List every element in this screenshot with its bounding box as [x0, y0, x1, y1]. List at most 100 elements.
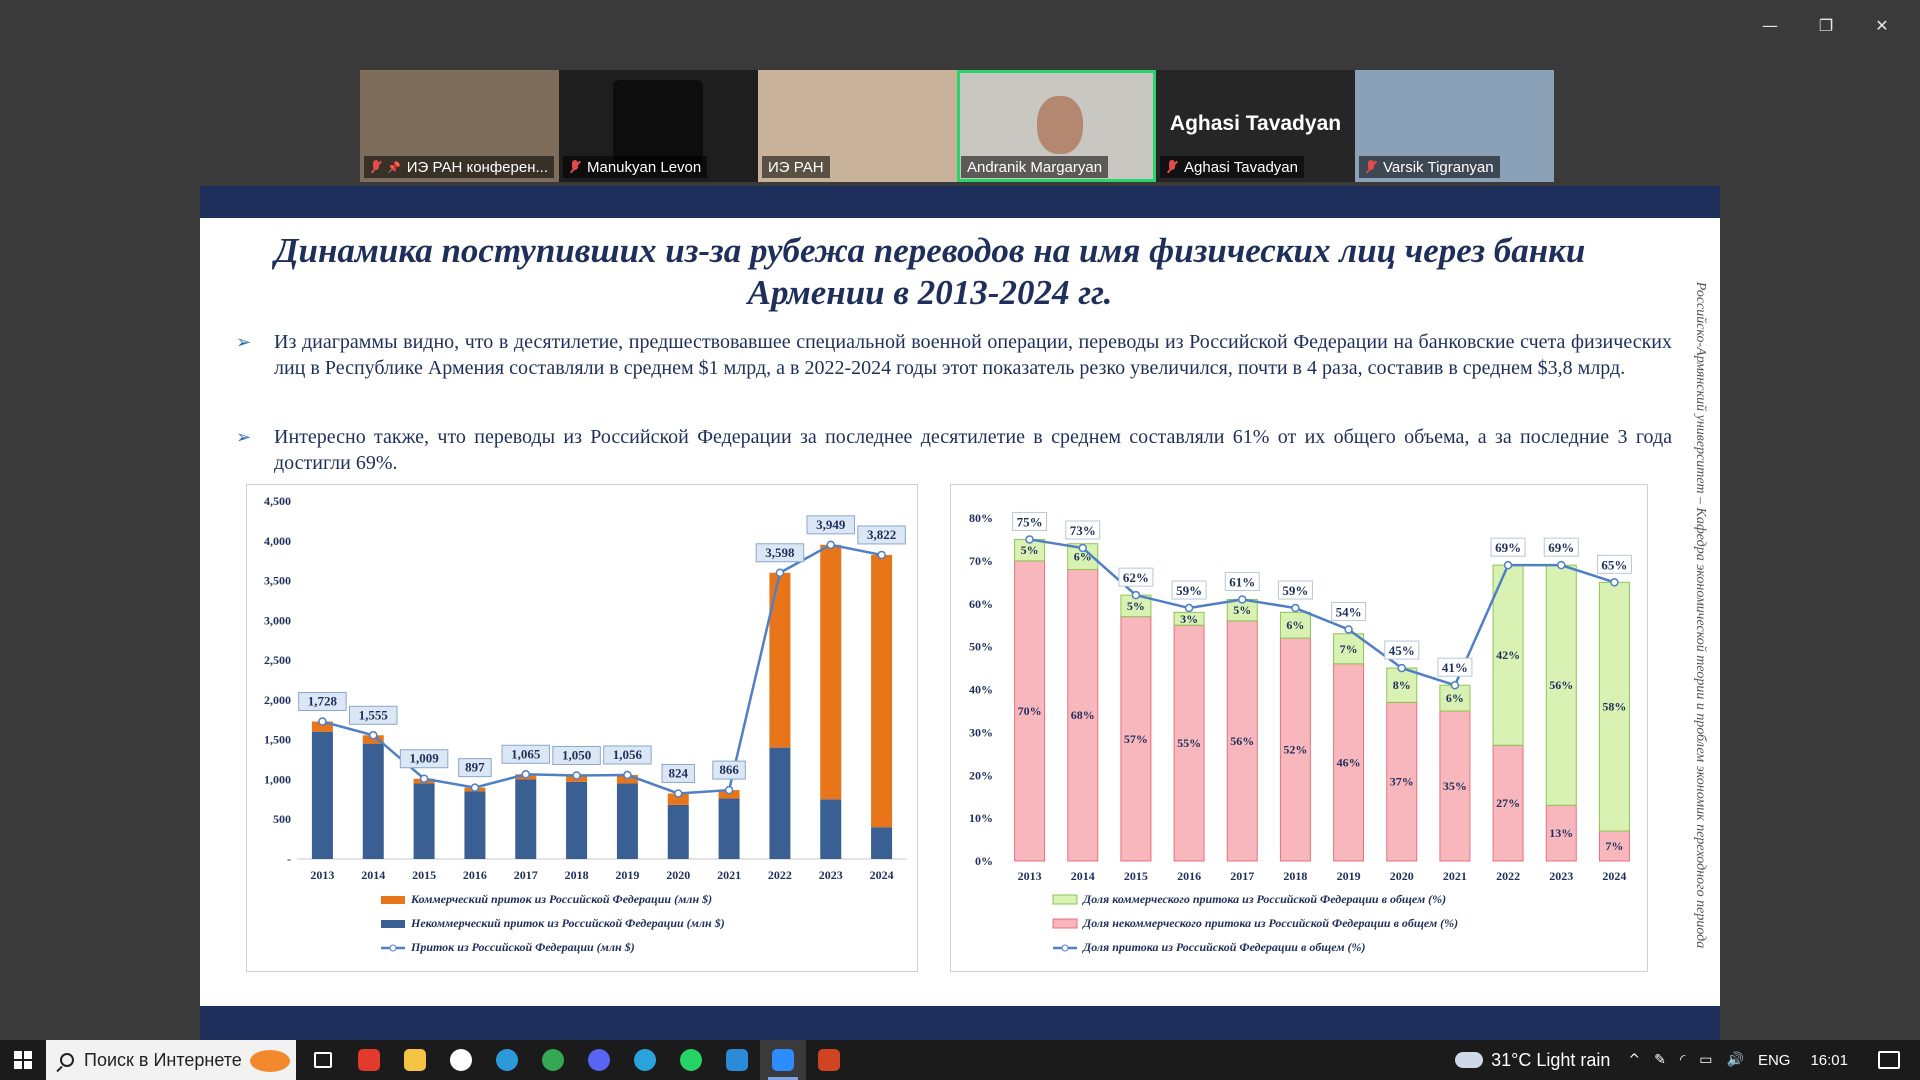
line-point	[1397, 663, 1406, 673]
line-point	[521, 770, 530, 779]
whatsapp-icon[interactable]	[668, 1040, 714, 1080]
data-label-box	[661, 763, 695, 783]
search-highlight-icon	[250, 1050, 290, 1072]
bar-commercial	[820, 544, 842, 800]
y-tick-label: 1,500	[264, 733, 291, 747]
participant-tile[interactable]: Varsik Tigranyan	[1355, 70, 1554, 182]
chrome-icon-glyph	[542, 1049, 564, 1071]
weather-widget[interactable]: 31°C Light rain	[1451, 1046, 1610, 1071]
bar-commercial-share	[1439, 684, 1471, 712]
edge-icon[interactable]	[484, 1040, 530, 1080]
bar-noncommercial-share	[1333, 663, 1365, 862]
clock[interactable]: 16:01	[1810, 1051, 1848, 1069]
participant-name: Varsik Tigranyan	[1383, 158, 1494, 176]
shared-slide: Динамика поступивших из-за рубежа перево…	[200, 186, 1720, 1042]
data-label-commercial: 5%	[1127, 599, 1145, 613]
chevron-up-icon[interactable]: ^	[1628, 1052, 1641, 1068]
y-tick-label: 40%	[969, 683, 993, 697]
chart-inflow-volume-svg: - 500 1,000 1,500 2,000 2,500 3,000 3,500 4,000 4…	[264, 494, 907, 954]
vscode-icon[interactable]	[714, 1040, 760, 1080]
slide-title: Динамика поступивших из-за рубежа перево…	[274, 231, 1586, 312]
participant-tile[interactable]: Manukyan Levon	[559, 70, 758, 182]
line-point	[1291, 603, 1300, 613]
start-button[interactable]	[0, 1040, 46, 1080]
legend-label: Доля коммерческого притока из Российской…	[1082, 892, 1446, 906]
x-tick-label: 2022	[768, 868, 792, 882]
data-label-noncommercial: 13%	[1549, 826, 1573, 840]
data-label-box	[603, 745, 652, 765]
data-label-total: 41%	[1442, 660, 1468, 675]
data-label-noncommercial: 27%	[1496, 796, 1520, 810]
bullet-1-text: Из диаграммы видно, что в десятилетие, п…	[274, 331, 1672, 379]
line-point	[724, 785, 734, 795]
system-tray: 31°C Light rain ^ ✎ ◜ ▭ 🔊 ENG 16:01	[1451, 1040, 1920, 1080]
data-label-total: 59%	[1282, 583, 1308, 598]
line-point	[572, 771, 581, 780]
data-label-box	[458, 758, 492, 778]
data-label-total: 62%	[1123, 570, 1149, 585]
task-view-icon[interactable]	[300, 1040, 346, 1080]
participant-name: ИЭ РАН конферен...	[406, 158, 548, 176]
volume-icon[interactable]: 🔊	[1726, 1052, 1744, 1068]
tray-icons: ^ ✎ ◜ ▭ 🔊	[1628, 1052, 1744, 1068]
data-label: 866	[719, 762, 739, 777]
telegram-icon[interactable]	[622, 1040, 668, 1080]
y-tick-label: 10%	[969, 811, 993, 825]
slide-header-band	[200, 186, 1720, 218]
line-point	[877, 550, 886, 560]
x-tick-label: 2017	[1230, 869, 1254, 883]
powerpoint-icon[interactable]	[806, 1040, 852, 1080]
close-button[interactable]: ✕	[1875, 15, 1889, 35]
line-point	[470, 783, 480, 792]
taskbar-search[interactable]: Поиск в Интернете	[46, 1040, 296, 1080]
data-label-commercial: 6%	[1286, 618, 1304, 632]
data-label-box	[712, 760, 746, 780]
x-tick-label: 2020	[666, 868, 690, 882]
restore-button[interactable]: ❐	[1818, 15, 1834, 35]
data-label-commercial: 5%	[1233, 603, 1251, 617]
data-label: 1,065	[511, 746, 541, 761]
y-tick-label: 2,500	[264, 653, 291, 667]
data-label-commercial: 7%	[1340, 642, 1358, 656]
line-point	[826, 540, 835, 550]
taskbar: Поиск в Интернете 31°C Light rain ^ ✎ ◜ …	[0, 1040, 1920, 1080]
participant-tile[interactable]: 📌 ИЭ РАН конферен...	[360, 70, 559, 182]
bar-noncommercial-share	[1173, 624, 1205, 862]
notifications-icon[interactable]	[1878, 1051, 1900, 1069]
participant-tile[interactable]: Andranik Margaryan	[957, 70, 1156, 182]
yandex-browser-icon[interactable]	[438, 1040, 484, 1080]
data-label-total: 45%	[1389, 643, 1415, 658]
zoom-icon[interactable]	[760, 1040, 806, 1080]
bar-commercial	[769, 572, 791, 748]
bar-noncommercial	[667, 804, 689, 859]
battery-icon[interactable]: ▭	[1699, 1052, 1713, 1068]
participant-tile[interactable]: Aghasi Tavadyan Aghasi Tavadyan	[1156, 70, 1355, 182]
file-explorer-icon-glyph	[404, 1049, 426, 1071]
x-tick-label: 2019	[615, 868, 639, 882]
powerpoint-icon-glyph	[818, 1049, 840, 1071]
language-indicator[interactable]: ENG	[1757, 1051, 1791, 1069]
data-label-noncommercial: 70%	[1018, 704, 1042, 718]
x-tick-label: 2023	[819, 868, 843, 882]
x-tick-label: 2017	[514, 868, 538, 882]
bar-noncommercial-share	[1226, 620, 1258, 862]
participant-tile[interactable]: ИЭ РАН	[758, 70, 957, 182]
legend-label: Приток из Российской Федерации (млн $)	[410, 940, 635, 954]
line-point	[1131, 590, 1141, 600]
discord-icon[interactable]	[576, 1040, 622, 1080]
anydesk-icon[interactable]	[346, 1040, 392, 1080]
line-point	[318, 717, 327, 726]
chrome-icon[interactable]	[530, 1040, 576, 1080]
minimize-button[interactable]: —	[1762, 15, 1778, 35]
x-tick-label: 2014	[1071, 869, 1095, 883]
data-label: 3,822	[867, 527, 896, 542]
wifi-icon[interactable]: ◜	[1679, 1052, 1686, 1068]
line-point	[1450, 680, 1460, 690]
line-point	[1503, 560, 1513, 570]
pen-icon[interactable]: ✎	[1654, 1052, 1666, 1068]
bar-noncommercial	[311, 731, 333, 859]
data-label-noncommercial: 56%	[1230, 734, 1254, 748]
file-explorer-icon[interactable]	[392, 1040, 438, 1080]
data-label-box	[1065, 520, 1101, 540]
line-point	[1238, 595, 1247, 604]
